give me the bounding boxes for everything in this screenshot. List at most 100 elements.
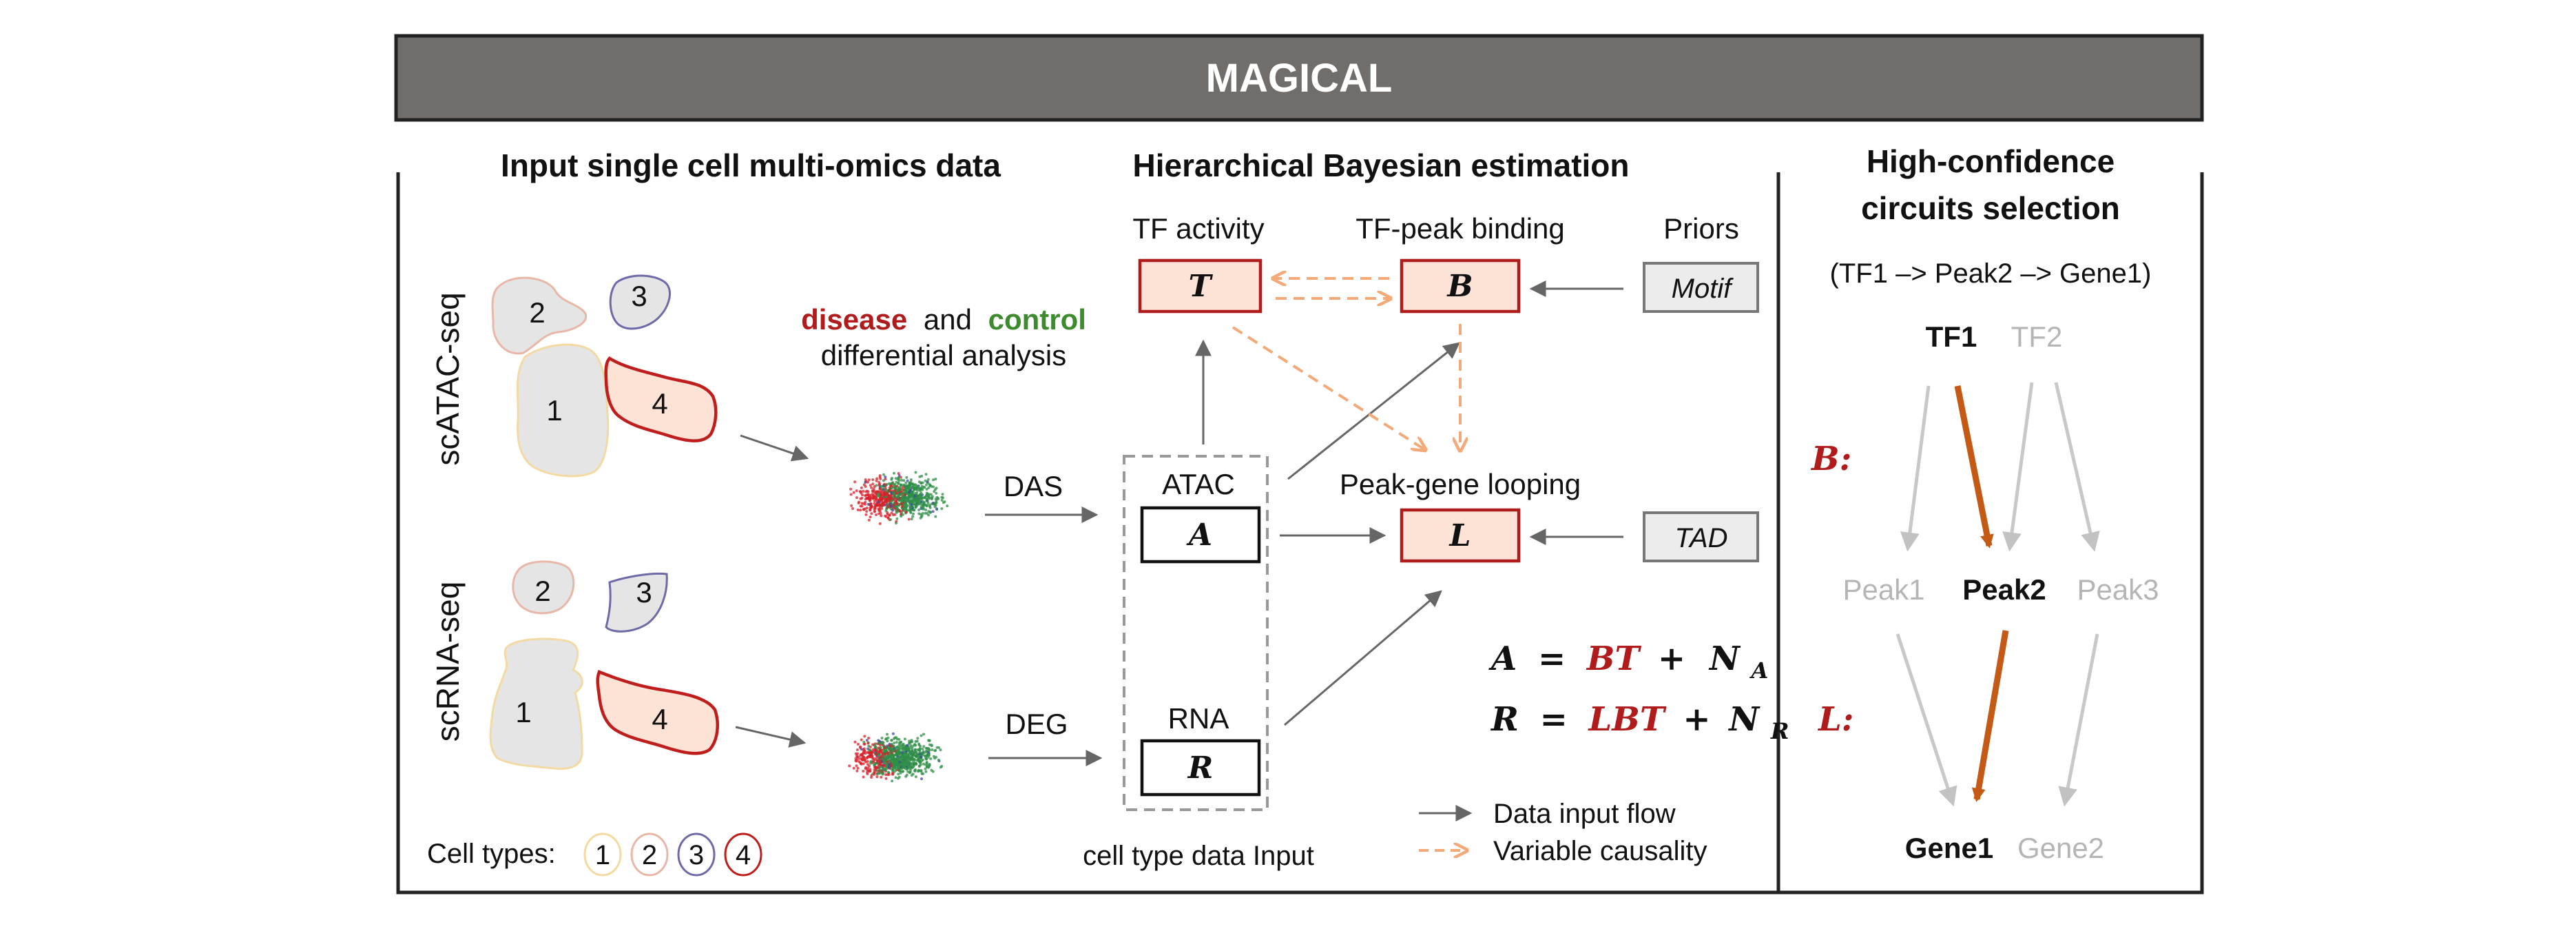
tf2-node: TF2 — [2011, 320, 2063, 353]
cell-type-3-label: 3 — [689, 840, 704, 870]
disease-word: disease — [801, 303, 907, 336]
rna-cluster-2-label: 2 — [534, 575, 550, 607]
variable-b-box — [1400, 258, 1521, 314]
rna-label: RNA — [1168, 702, 1229, 735]
section-title-bayes: Hierarchical Bayesian estimation — [1133, 147, 1630, 183]
atac-cluster-2-label: 2 — [529, 296, 545, 329]
legend-causality: Variable causality — [1493, 836, 1707, 866]
gene1-node: Gene1 — [1905, 832, 1993, 864]
tad-prior-box — [1643, 511, 1759, 562]
atac-cluster-3 — [609, 274, 671, 330]
control-word: control — [988, 303, 1086, 336]
disease-control-line1: disease and control — [801, 303, 1086, 336]
priors-label: Priors — [1663, 212, 1739, 245]
rna-cluster-2 — [512, 560, 575, 615]
title-bar — [394, 34, 2204, 122]
scrna-seq-label: scRNA-seq — [430, 582, 466, 742]
deg-label: DEG — [1005, 708, 1068, 740]
tf-activity-label: TF activity — [1132, 212, 1264, 245]
cell-type-3-badge — [677, 832, 716, 877]
tf-peak-binding-label: TF-peak binding — [1355, 212, 1565, 245]
motif-prior-box — [1643, 262, 1759, 313]
eq1-equals: = — [1538, 640, 1566, 678]
cell-type-input-frame — [1123, 455, 1269, 811]
section-title-circuits-line2: circuits selection — [1861, 190, 2120, 226]
eq1-n: N — [1708, 640, 1741, 678]
cell-type-1-badge — [583, 832, 622, 877]
peak-gene-looping-label: Peak-gene looping — [1340, 468, 1581, 500]
variable-a: A — [1186, 518, 1212, 553]
b-edge-label: B: — [1810, 440, 1851, 478]
eq1-plus: + — [1658, 640, 1685, 678]
variable-r-box — [1140, 739, 1261, 797]
atac-to-embedding-arrow — [740, 434, 809, 462]
section-title-circuits-line1: High-confidence — [1867, 143, 2115, 179]
gene2-node: Gene2 — [2017, 832, 2104, 864]
atac-cluster-1-label: 1 — [546, 394, 562, 427]
peak2-to-gene1-edge — [1971, 630, 2009, 802]
peak2-node: Peak2 — [1962, 573, 2046, 606]
title: MAGICAL — [1206, 56, 1393, 101]
tf1-to-peak1-edge — [1900, 385, 1931, 552]
and-word: and — [924, 303, 972, 336]
eq1-sub: A — [1749, 657, 1768, 684]
atac-cluster-3-label: 3 — [631, 280, 647, 312]
peak1-node: Peak1 — [1842, 573, 1924, 606]
circuit-example: (TF1 –> Peak2 –> Gene1) — [1830, 258, 2152, 289]
section-title-input: Input single cell multi-omics data — [501, 147, 1001, 183]
tad-prior: TAD — [1674, 523, 1727, 553]
motif-prior: Motif — [1672, 274, 1734, 304]
tf1-to-peak2-edge — [1954, 385, 1994, 549]
tf2-to-peak3-edge — [2054, 382, 2100, 552]
circuits-panel-frame — [1778, 172, 2204, 894]
cell-type-2-label: 2 — [642, 840, 657, 870]
equation-r: R = LBT + N R — [1490, 700, 1789, 744]
rna-cluster-3-label: 3 — [636, 576, 652, 609]
l-edge-label: L: — [1817, 700, 1853, 739]
atac-label: ATAC — [1162, 468, 1235, 500]
rna-cluster-1 — [489, 637, 583, 770]
cell-type-input-label: cell type data Input — [1083, 841, 1314, 871]
cell-type-2-badge — [630, 832, 669, 877]
a-to-b-arrow — [1287, 342, 1460, 480]
tf2-to-peak2-edge — [2002, 382, 2034, 552]
peak1-to-gene1-edge — [1895, 633, 1957, 807]
eq2-lhs: R — [1490, 700, 1519, 739]
variable-b: B — [1446, 269, 1473, 304]
t-to-l-causality — [1232, 326, 1424, 449]
peak3-node: Peak3 — [2077, 573, 2159, 606]
das-label: DAS — [1004, 470, 1063, 502]
atac-cluster-4-label: 4 — [652, 387, 667, 420]
scatac-seq-label: scATAC-seq — [430, 292, 466, 465]
cell-type-1-label: 1 — [595, 840, 610, 870]
eq2-equals: = — [1540, 700, 1568, 739]
eq2-lbt: LBT — [1588, 700, 1667, 739]
r-to-l-arrow — [1284, 590, 1442, 726]
rna-to-embedding-arrow — [735, 726, 807, 748]
main-panel-frame — [396, 172, 1780, 894]
cell-type-4-badge — [724, 832, 762, 877]
equation-a: A = BT + N A — [1488, 640, 1768, 684]
atac-embedding-scatter — [849, 471, 949, 525]
differential-analysis-label: differential analysis — [821, 339, 1066, 371]
rna-cluster-4 — [596, 670, 719, 755]
tf1-node: TF1 — [1926, 320, 1977, 353]
eq1-lhs: A — [1488, 640, 1517, 678]
variable-t-box — [1138, 258, 1263, 314]
variable-a-box — [1140, 506, 1261, 564]
atac-cluster-2 — [491, 276, 588, 355]
variable-l: L — [1448, 518, 1471, 553]
atac-cluster-4 — [604, 356, 718, 442]
atac-cluster-1 — [516, 343, 610, 478]
variable-r: R — [1187, 750, 1214, 786]
rna-cluster-3 — [605, 572, 668, 633]
eq1-bt: BT — [1586, 640, 1642, 678]
peak3-to-gene2-edge — [2058, 633, 2099, 807]
eq2-plus: + — [1683, 700, 1710, 739]
rna-embedding-scatter — [848, 732, 944, 783]
eq2-sub: R — [1770, 718, 1789, 744]
legend-data-flow: Data input flow — [1493, 799, 1676, 829]
cell-types-label: Cell types: — [427, 839, 556, 869]
